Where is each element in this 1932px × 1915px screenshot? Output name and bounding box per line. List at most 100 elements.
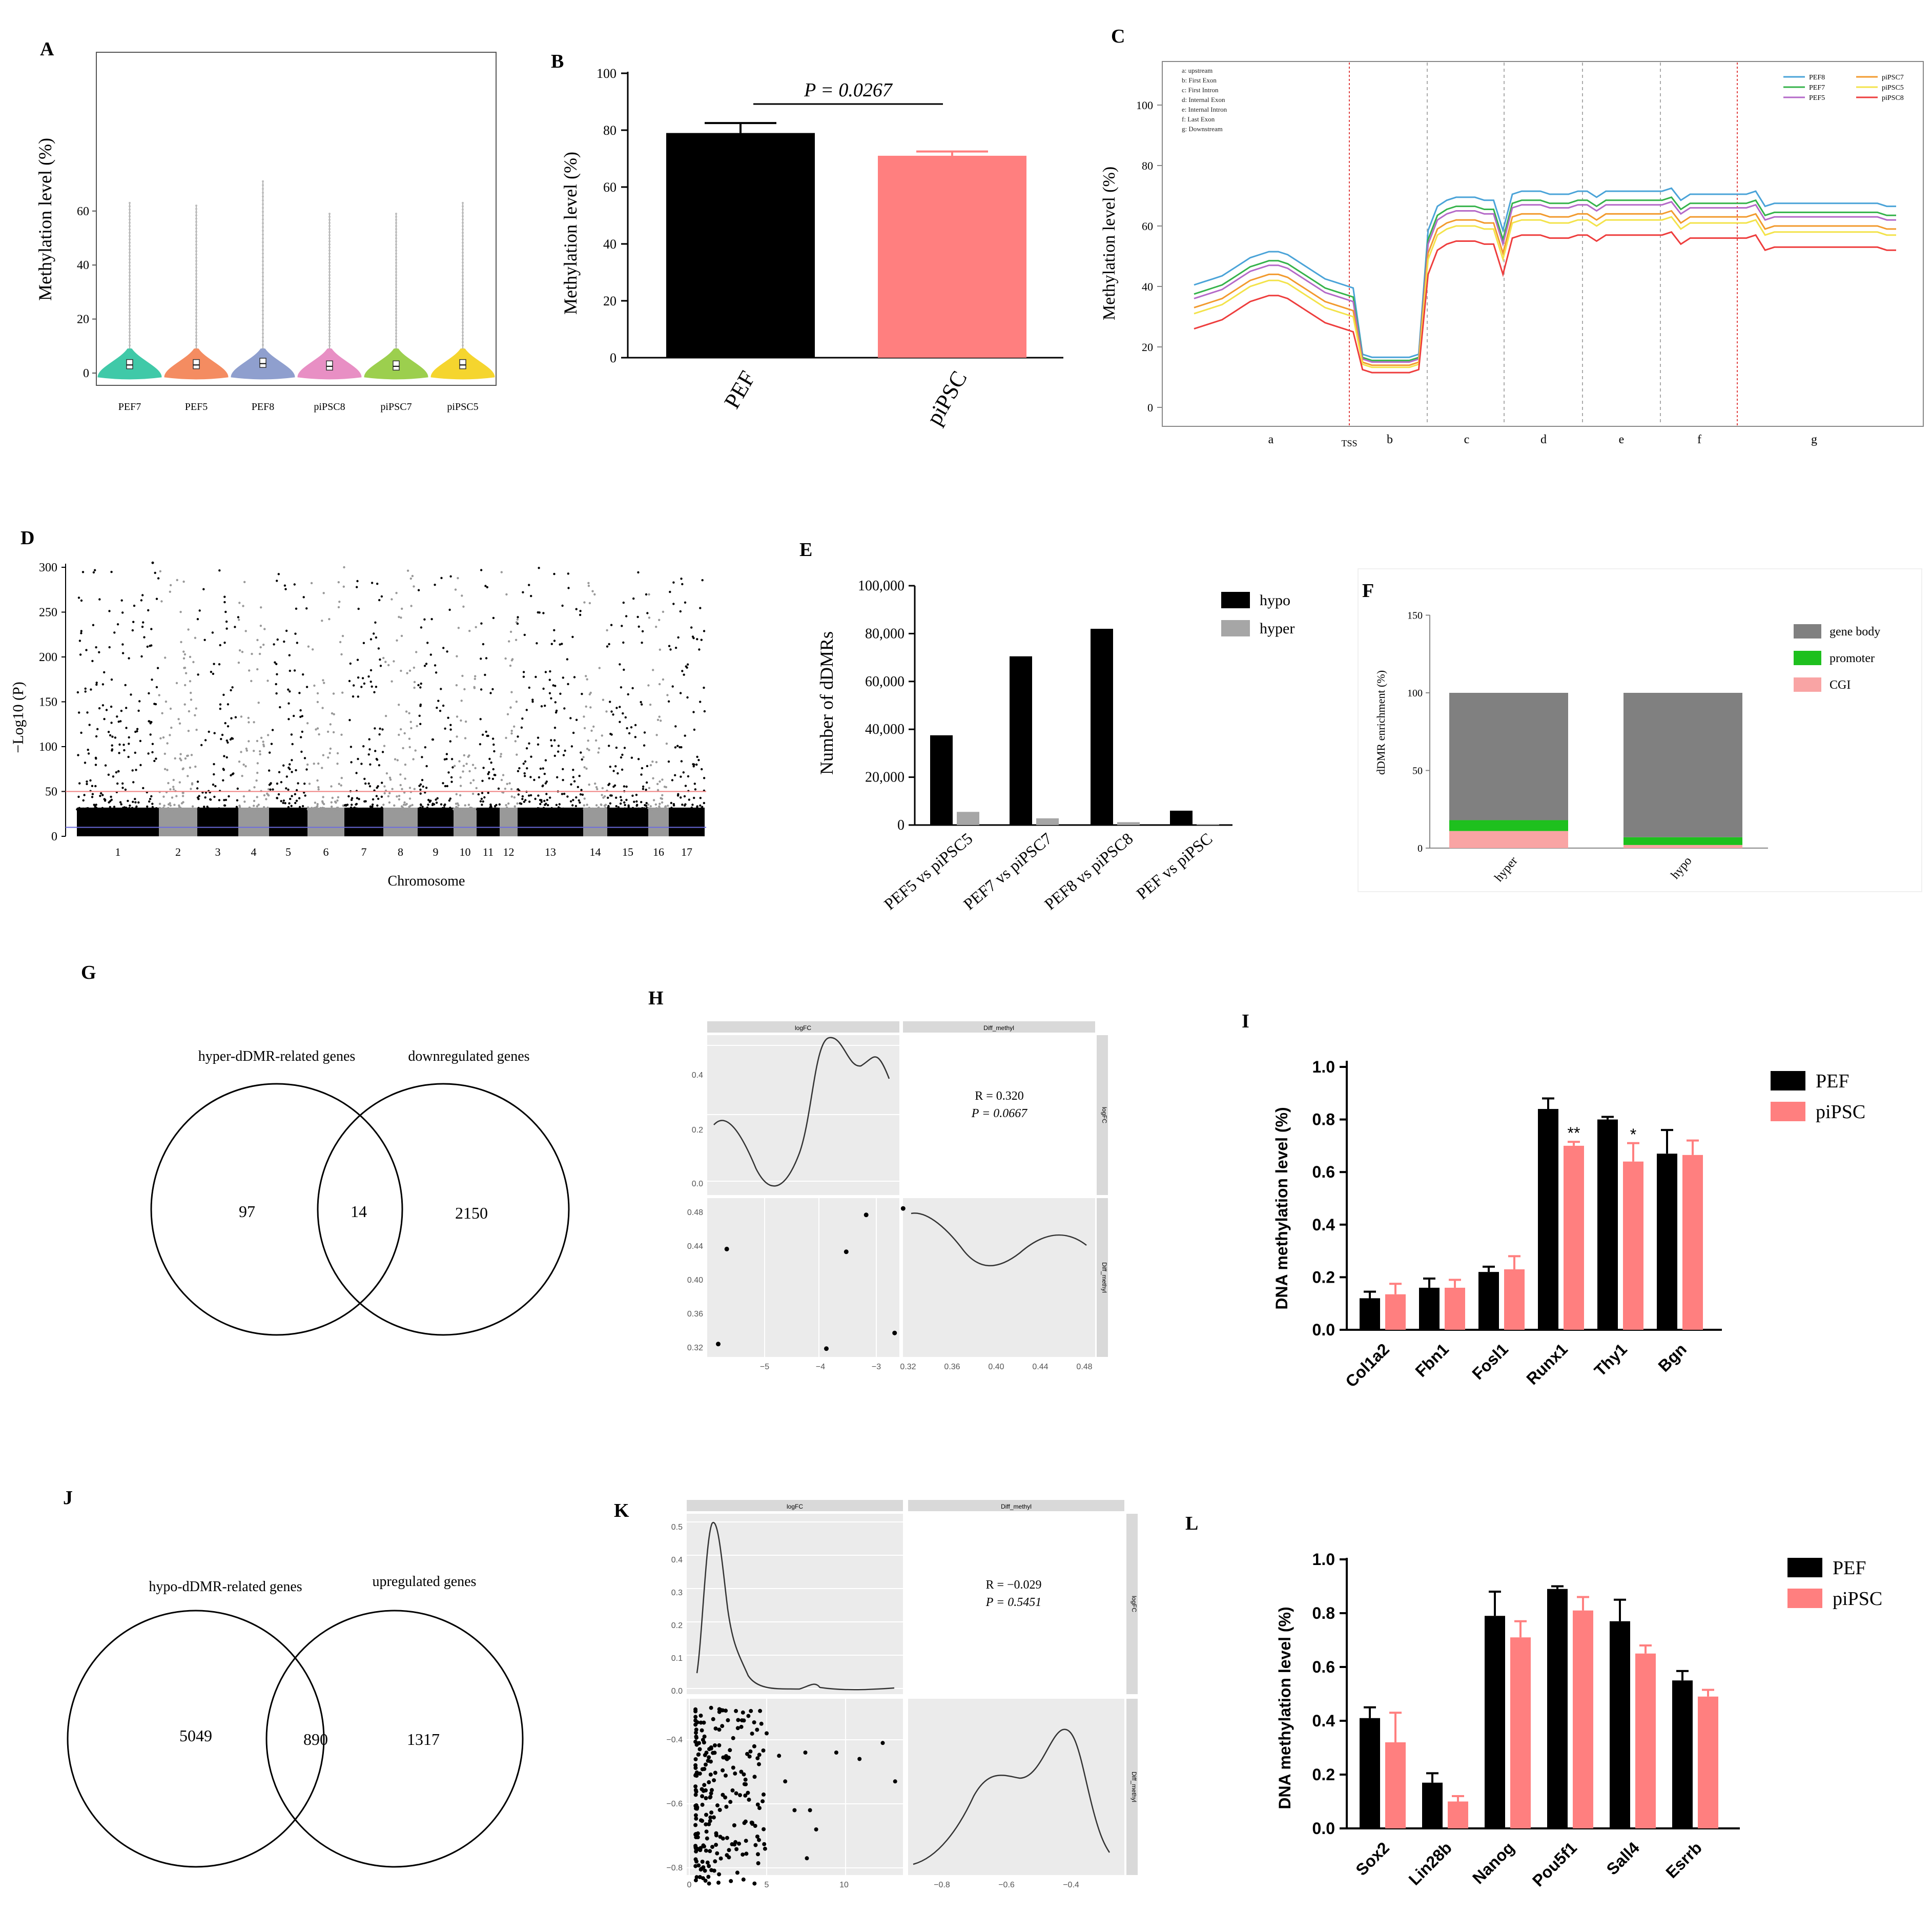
manhattan-point <box>586 807 589 810</box>
manhattan-point <box>588 807 590 809</box>
violin-outlier-point <box>395 314 397 316</box>
manhattan-point <box>295 789 298 792</box>
manhattan-point <box>449 797 451 800</box>
manhattan-point <box>346 808 349 811</box>
manhattan-point <box>499 755 502 758</box>
manhattan-point <box>418 785 421 787</box>
manhattan-point <box>91 660 94 663</box>
manhattan-point <box>114 736 117 739</box>
bar-PEF-Bgn <box>1657 1154 1677 1330</box>
violin-outlier-point <box>328 234 331 236</box>
scatter-point <box>714 1843 718 1847</box>
manhattan-point <box>504 657 507 660</box>
violin-outlier-point <box>462 215 464 217</box>
violin-boxplot <box>393 360 400 371</box>
scatter-point <box>721 1768 725 1773</box>
manhattan-point <box>243 581 246 584</box>
violin-outlier-point <box>262 305 264 308</box>
violin-outlier-point <box>129 304 131 307</box>
manhattan-point <box>222 768 224 770</box>
manhattan-point <box>585 767 588 770</box>
manhattan-point <box>549 670 551 673</box>
panel-b-ylabel: Methylation level (%) <box>560 152 581 315</box>
manhattan-point <box>430 618 433 621</box>
manhattan-point <box>90 688 92 691</box>
manhattan-point <box>615 805 618 808</box>
manhattan-point <box>379 665 382 667</box>
panel-k-correlation-p: P = 0.5451 <box>985 1596 1041 1609</box>
panel-k-scatter-ytick: −0.4 <box>666 1736 683 1744</box>
violin-outlier-point <box>129 314 131 317</box>
scatter-point <box>700 1728 704 1733</box>
manhattan-point <box>454 588 457 591</box>
manhattan-point <box>372 804 374 806</box>
manhattan-point <box>151 806 154 809</box>
manhattan-point <box>498 803 501 806</box>
manhattan-point <box>448 608 451 611</box>
violin-outlier-point <box>462 278 464 280</box>
panel-k-density-ytick: 0.2 <box>671 1621 683 1630</box>
scatter-point <box>777 1754 782 1758</box>
manhattan-point <box>136 728 139 730</box>
panel-d-xlabel: Chromosome <box>388 873 465 889</box>
manhattan-point <box>509 706 512 709</box>
panel-k-strip-logfc-label: logFC <box>787 1503 803 1510</box>
violin-outlier-point <box>129 228 131 231</box>
scatter-point <box>693 1757 698 1761</box>
manhattan-point <box>425 663 428 665</box>
manhattan-point <box>362 642 365 645</box>
manhattan-point <box>350 798 353 801</box>
manhattan-point <box>481 779 484 783</box>
violin-outlier-point <box>129 245 131 248</box>
manhattan-point <box>146 645 149 648</box>
manhattan-point <box>256 639 259 642</box>
panel-k-scatter-ytick: −0.8 <box>666 1864 683 1872</box>
manhattan-point <box>455 802 458 805</box>
manhattan-point <box>262 644 265 646</box>
manhattan-point <box>510 691 513 693</box>
legend-label-promoter: promoter <box>1830 652 1875 665</box>
manhattan-point <box>198 795 200 797</box>
stacked-segment-promoter-hypo <box>1623 837 1742 845</box>
manhattan-point <box>577 786 580 789</box>
violin-outlier-point <box>462 268 464 271</box>
manhattan-point <box>598 667 601 669</box>
scatter-point <box>700 1794 705 1799</box>
manhattan-point <box>408 712 410 715</box>
manhattan-point <box>538 776 541 779</box>
legend-swatch-PEF <box>1787 1558 1822 1577</box>
violin-outlier-point <box>195 276 197 278</box>
panel-e-ytick-label: 100,000 <box>858 578 905 594</box>
panel-f-frame <box>1358 568 1922 892</box>
manhattan-point <box>229 738 232 741</box>
manhattan-point <box>395 592 398 594</box>
panel-h-strip-diffmethyl <box>903 1021 1095 1033</box>
manhattan-point <box>579 610 582 612</box>
manhattan-point <box>442 647 445 649</box>
manhattan-point <box>180 759 182 761</box>
manhattan-point <box>587 585 590 587</box>
manhattan-point <box>223 601 226 604</box>
manhattan-point <box>411 574 414 578</box>
manhattan-point <box>658 619 661 622</box>
violin-outlier-point <box>395 301 397 304</box>
manhattan-point <box>144 808 147 811</box>
manhattan-point <box>91 796 94 798</box>
panel-d-chr-label-11: 11 <box>483 846 494 858</box>
violin-outlier-point <box>328 246 331 249</box>
violin-outlier-point <box>395 289 397 292</box>
manhattan-point <box>290 805 293 808</box>
scatter-point <box>701 1876 705 1881</box>
violin-outlier-point <box>262 340 264 342</box>
manhattan-point <box>388 792 391 795</box>
manhattan-point <box>529 776 532 778</box>
manhattan-point <box>258 652 261 655</box>
scatter-point <box>705 1836 709 1841</box>
panel-k-side-logfc-label: logFC <box>1131 1596 1138 1612</box>
manhattan-point <box>349 662 352 665</box>
manhattan-point <box>659 648 662 651</box>
manhattan-point <box>266 734 270 736</box>
manhattan-chr-band-7 <box>344 808 383 836</box>
manhattan-point <box>166 742 169 745</box>
manhattan-point <box>219 708 221 710</box>
